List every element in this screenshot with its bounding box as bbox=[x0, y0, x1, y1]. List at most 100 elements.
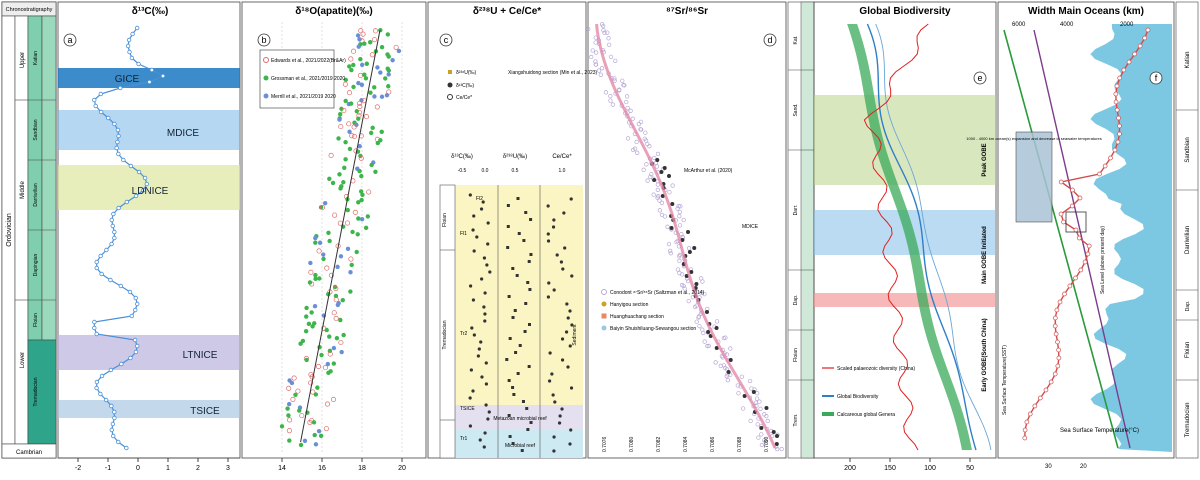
d18o-point bbox=[345, 207, 350, 213]
sst-points bbox=[1022, 27, 1151, 441]
panel-f-title: Width Main Oceans (km) bbox=[1028, 6, 1144, 17]
d-note-0: McArthur et al. (2020) bbox=[684, 168, 733, 174]
sr-point bbox=[686, 230, 691, 234]
sr-point bbox=[677, 270, 682, 276]
sr-point bbox=[648, 174, 653, 179]
d18o-point bbox=[332, 212, 338, 218]
sr-point bbox=[668, 248, 673, 254]
c-point bbox=[512, 393, 516, 396]
c-point bbox=[483, 291, 487, 295]
sst-point bbox=[1052, 371, 1058, 377]
series-upper: Upper bbox=[20, 52, 26, 68]
b-tick: 18 bbox=[358, 465, 366, 472]
sr-point bbox=[724, 374, 729, 379]
d18o-point bbox=[309, 374, 315, 380]
sst-point bbox=[1102, 163, 1108, 169]
d18o-point bbox=[375, 65, 380, 70]
d18o-point bbox=[347, 64, 352, 69]
sst-point bbox=[1058, 211, 1064, 217]
sst-point bbox=[1069, 203, 1075, 209]
d13c-point bbox=[108, 367, 114, 373]
d18o-point bbox=[372, 94, 377, 99]
event-gice: GICE bbox=[115, 74, 140, 85]
sr-point bbox=[682, 286, 687, 291]
band-peak-gobe bbox=[814, 95, 996, 185]
sr-point bbox=[603, 90, 609, 95]
c-point bbox=[524, 302, 528, 305]
sr-point bbox=[666, 174, 671, 178]
d18o-point bbox=[379, 94, 385, 99]
d18o-point bbox=[290, 396, 296, 402]
d18o-point bbox=[298, 442, 304, 448]
d13c-point bbox=[103, 397, 109, 403]
sr-point bbox=[630, 116, 635, 121]
panel-f-letter: f bbox=[1155, 73, 1158, 83]
d18o-point bbox=[326, 230, 331, 236]
c-point bbox=[483, 319, 487, 323]
d13c-point bbox=[118, 283, 124, 289]
c-point bbox=[482, 305, 486, 309]
c-point bbox=[566, 316, 570, 320]
event-ldnice: LDNICE bbox=[132, 186, 169, 197]
sr-point bbox=[641, 167, 646, 172]
d18o-point bbox=[372, 28, 379, 34]
sst-point bbox=[1061, 219, 1066, 225]
c-label-tsice: TSICE bbox=[460, 406, 475, 412]
panel-f: Width Main Oceans (km) 1000 - 4000 km oc… bbox=[966, 1, 1175, 470]
d18o-point bbox=[332, 284, 338, 290]
sr-point bbox=[713, 360, 718, 365]
d13c-point bbox=[94, 259, 99, 265]
d-note-1: MDICE bbox=[742, 224, 759, 230]
f-box-note: 1000 - 4000 km ocean(s) expansion and de… bbox=[966, 136, 1101, 141]
sr-point bbox=[655, 151, 661, 157]
sr-point bbox=[694, 282, 699, 286]
a-tick: 2 bbox=[196, 465, 200, 472]
c-point bbox=[569, 386, 574, 390]
d18o-point bbox=[341, 107, 347, 114]
d18o-point bbox=[351, 133, 358, 140]
d18o-point bbox=[358, 56, 363, 62]
d18o-point bbox=[345, 246, 351, 252]
d18o-point bbox=[338, 317, 343, 323]
d18o-point bbox=[341, 332, 346, 338]
d18o-point bbox=[350, 229, 355, 235]
sr-point bbox=[677, 223, 683, 228]
sst-point bbox=[1022, 427, 1028, 433]
d18o-point bbox=[370, 125, 375, 130]
d18o-point bbox=[348, 256, 354, 262]
d18o-point bbox=[354, 109, 359, 114]
sr-point bbox=[589, 54, 594, 60]
sst-point bbox=[1132, 51, 1138, 57]
a-tick: 1 bbox=[166, 465, 170, 472]
sr-point bbox=[689, 270, 694, 274]
c-point bbox=[485, 263, 489, 267]
sst-point bbox=[1115, 139, 1121, 145]
d18o-point bbox=[348, 270, 353, 275]
d18o-point bbox=[358, 189, 364, 194]
sr-point bbox=[694, 319, 699, 324]
c-point bbox=[560, 358, 565, 362]
sr-point bbox=[647, 144, 652, 149]
sr-point bbox=[657, 208, 662, 213]
d13c-point bbox=[149, 67, 155, 73]
c-point bbox=[560, 407, 564, 411]
right-stage-3: Dap. bbox=[1185, 301, 1191, 312]
sst-point bbox=[1022, 435, 1028, 441]
sr-point bbox=[759, 426, 764, 430]
c-point bbox=[568, 442, 572, 446]
d13c-point bbox=[109, 241, 114, 247]
d13c-point bbox=[129, 313, 135, 319]
f-tick-0: 6000 bbox=[1012, 22, 1026, 28]
d-tick: 0.7088 bbox=[737, 436, 743, 452]
sr-point bbox=[701, 330, 706, 336]
panel-b-title: δ¹⁸O(apatite)(‰) bbox=[295, 6, 372, 17]
panel-d-axis: 0.7076 0.7080 0.7082 0.7084 0.7086 0.7088 0.70… bbox=[602, 436, 770, 452]
c-point bbox=[570, 323, 574, 327]
sr-point bbox=[742, 394, 747, 398]
c-point bbox=[468, 424, 472, 428]
d13c-point bbox=[99, 373, 105, 379]
d13c-point bbox=[94, 331, 99, 337]
c-point bbox=[568, 344, 572, 348]
sr-point bbox=[655, 182, 661, 187]
c-label-tr1: Tr1 bbox=[460, 436, 468, 442]
